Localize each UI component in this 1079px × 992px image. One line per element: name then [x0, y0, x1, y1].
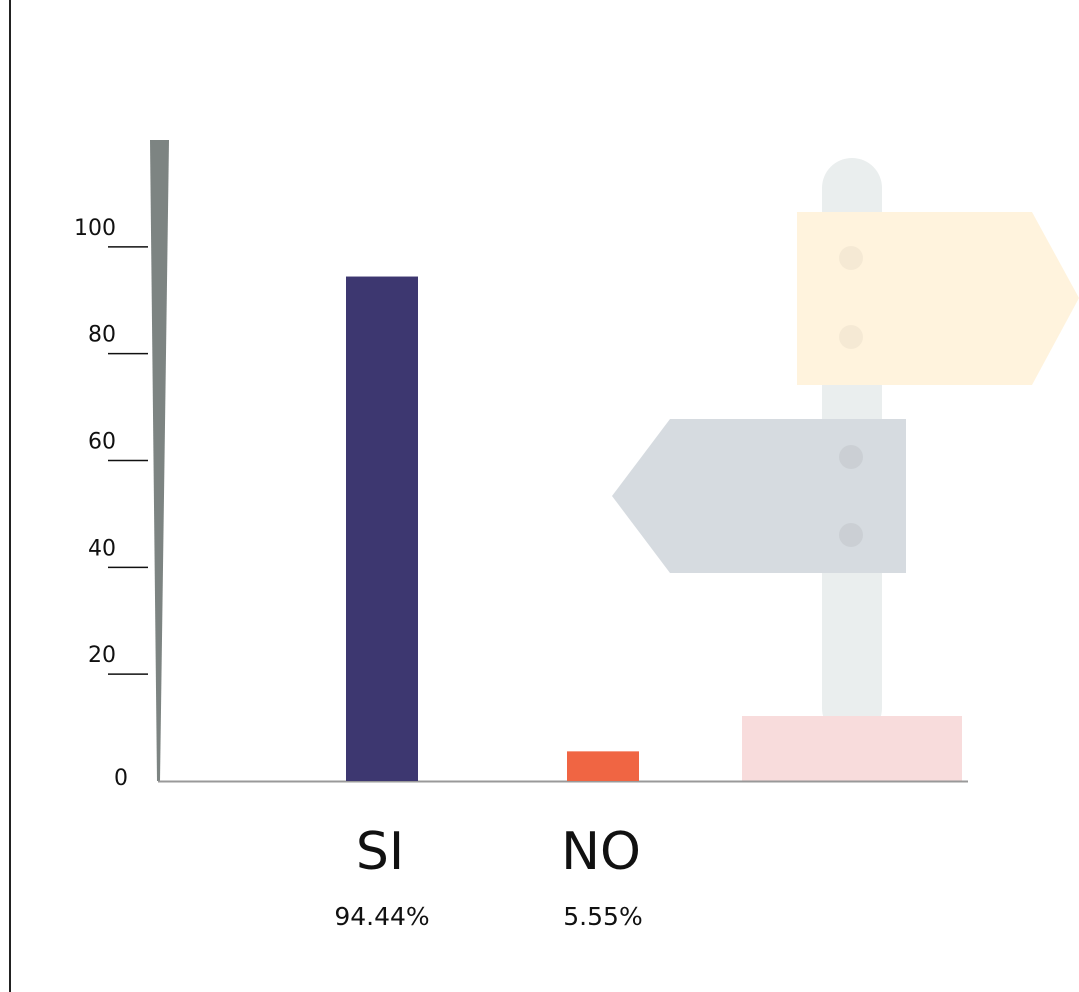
signpost-illustration: [612, 158, 1079, 781]
y-axis: [150, 140, 169, 781]
y-tick-label: 0: [114, 766, 128, 791]
y-tick-label: 100: [74, 216, 116, 241]
sign-dot: [839, 325, 863, 349]
y-tick-label: 20: [88, 643, 116, 668]
y-tick-label: 60: [88, 430, 116, 455]
sign-dot: [839, 445, 863, 469]
bar: [346, 276, 418, 781]
bar: [567, 751, 639, 781]
value-label: 5.55%: [563, 902, 642, 931]
sign-dot: [839, 246, 863, 270]
x-tick-label: NO: [561, 822, 641, 882]
value-label: 94.44%: [334, 902, 429, 931]
y-tick-label: 80: [88, 323, 116, 348]
signpost-right-sign: [797, 212, 1079, 385]
signpost-base: [742, 716, 962, 781]
x-tick-label: SI: [356, 822, 404, 882]
y-tick-label: 40: [88, 536, 116, 561]
sign-dot: [839, 523, 863, 547]
signpost-left-sign: [612, 419, 906, 573]
